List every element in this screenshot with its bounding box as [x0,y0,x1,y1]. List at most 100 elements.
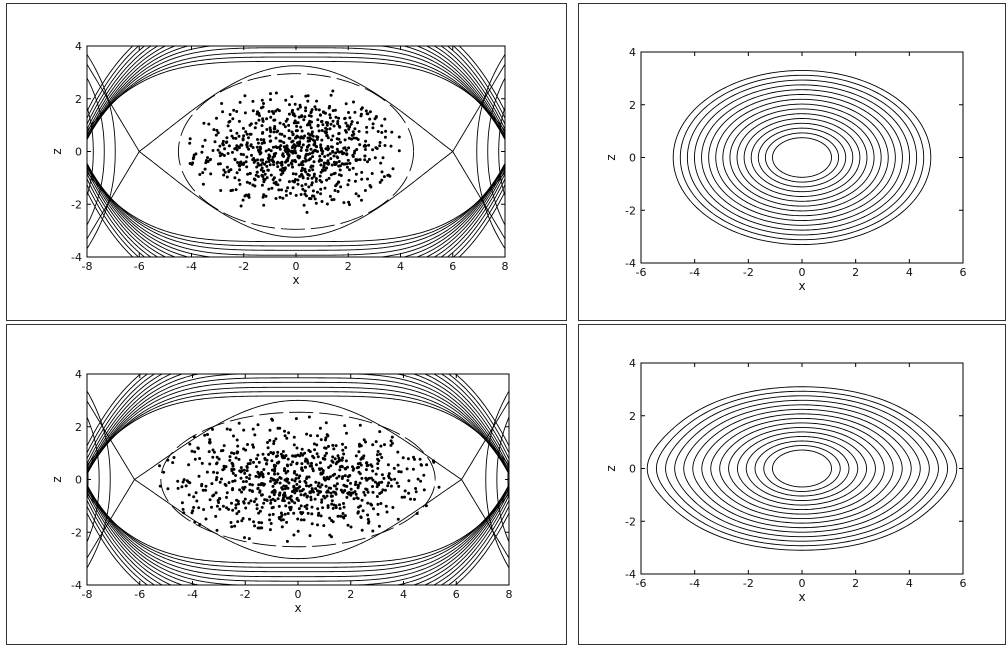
scatter-point [326,159,330,163]
scatter-point [358,481,362,485]
scatter-point [326,145,330,148]
scatter-point [348,203,351,207]
scatter-point [309,495,313,499]
scatter-point [354,492,358,496]
scatter-point [231,150,234,154]
x-tick-label: 8 [506,588,513,601]
scatter-point [351,491,355,495]
scatter-point [350,120,354,124]
scatter-point [343,424,347,428]
scatter-point [270,468,274,472]
scatter-point [292,471,296,475]
separatrix-line [461,400,509,480]
scatter-point [347,492,351,496]
scatter-point [237,421,241,425]
scatter-point [353,110,357,114]
scatter-point [360,177,364,181]
scatter-point [248,462,252,465]
contour-level-line [722,103,882,212]
scatter-point [227,169,231,173]
scatter-point [322,165,326,169]
scatter-point [303,479,307,483]
scatter-point [227,507,231,511]
scatter-point [335,137,339,141]
y-tick-label: -2 [71,526,82,539]
scatter-point [188,137,192,141]
scatter-point [262,102,265,105]
scatter-point [289,507,293,511]
scatter-point [325,127,329,131]
scatter-point [283,429,286,433]
scatter-point [219,189,223,192]
contour-level-line [674,399,930,538]
scatter-point [294,477,298,481]
scatter-point [309,111,313,115]
scatter-point [281,169,284,173]
scatter-point [306,152,310,156]
panel-top-right-contour: -6 -4 -2 0 2 4 6 4 2 0 -2 -4 x z [578,3,1006,321]
scatter-point [210,505,213,509]
scatter-point [349,493,353,497]
scatter-point [332,154,336,158]
scatter-point [266,446,270,450]
scatter-point [376,462,380,466]
scatter-point [338,164,342,168]
scatter-point [336,180,340,184]
scatter-point [364,109,368,113]
scatter-point [299,518,303,522]
scatter-point [304,109,308,113]
scatter-point [336,122,340,126]
scatter-point [303,451,307,455]
scatter-point [255,457,259,461]
scatter-point [304,182,308,186]
x-tick-label: 4 [397,260,404,273]
scatter-point [300,161,304,165]
x-axis-label: x [294,601,301,615]
scatter-point [393,477,397,481]
scatter-point [332,198,336,201]
scatter-point [226,124,230,128]
scatter-point [208,440,212,444]
scatter-point [273,125,277,128]
scatter-point [251,427,255,431]
scatter-point [330,163,334,167]
scatter-point [358,158,362,162]
scatter-point [256,423,260,427]
scatter-point [286,153,290,157]
scatter-point [367,520,371,524]
scatter-point [268,154,272,158]
scatter-point [225,491,229,495]
plot-area [646,386,958,551]
scatter-point [234,188,238,192]
scatter-point [382,476,386,480]
scatter-point [256,453,260,457]
scatter-point [267,453,270,456]
contour-line [487,76,505,227]
scatter-point [268,528,272,532]
scatter-point [344,102,348,106]
scatter-point [300,466,304,470]
scatter-point [263,172,267,176]
scatter-point [307,169,311,172]
scatter-point [290,140,294,144]
scatter-point [261,195,265,199]
scatter-point [282,122,286,126]
scatter-point [348,168,351,172]
scatter-point [243,485,247,489]
scatter-point [213,140,217,144]
scatter-point [296,182,300,186]
scatter-point [419,479,423,483]
scatter-point [231,508,235,512]
scatter-point [232,108,236,112]
scatter-point [326,153,330,157]
scatter-point [338,458,342,462]
scatter-point [250,483,254,487]
scatter-point [372,507,375,511]
scatter-point [344,484,348,488]
scatter-point [380,124,384,128]
scatter-point [211,427,214,431]
y-axis-label: z [50,148,64,154]
scatter-point [378,180,382,184]
scatter-point [200,461,204,465]
scatter-point [323,111,327,115]
